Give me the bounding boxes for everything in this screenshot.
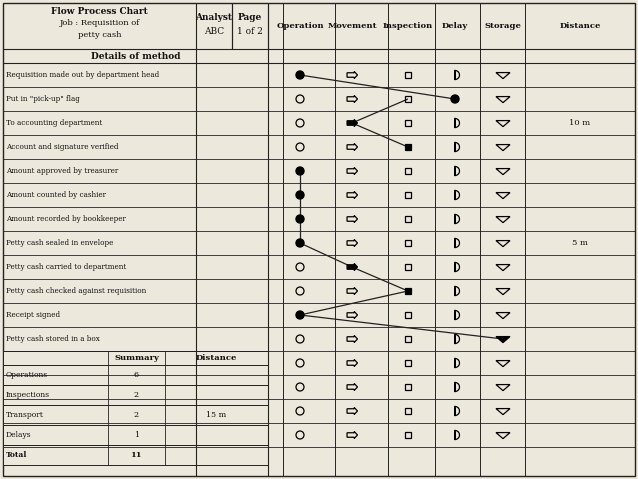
Circle shape — [296, 239, 304, 247]
Text: Distance: Distance — [196, 354, 237, 362]
Text: Amount recorded by bookkeeper: Amount recorded by bookkeeper — [6, 215, 126, 223]
Polygon shape — [3, 351, 268, 365]
Polygon shape — [3, 425, 268, 445]
Text: Petty cash sealed in envelope: Petty cash sealed in envelope — [6, 239, 114, 247]
Text: 5 m: 5 m — [572, 239, 588, 247]
Circle shape — [296, 191, 304, 199]
Text: Movement: Movement — [327, 22, 377, 30]
Text: 10 m: 10 m — [570, 119, 591, 127]
Text: Put in "pick-up" flag: Put in "pick-up" flag — [6, 95, 80, 103]
Text: 2: 2 — [134, 411, 139, 419]
Text: Delays: Delays — [6, 431, 32, 439]
Polygon shape — [3, 3, 635, 476]
Text: Delay: Delay — [442, 22, 468, 30]
Text: Account and signature verified: Account and signature verified — [6, 143, 119, 151]
Text: 1 of 2: 1 of 2 — [237, 26, 263, 35]
Text: Summary: Summary — [114, 354, 159, 362]
Circle shape — [296, 311, 304, 319]
Text: 15 m: 15 m — [206, 411, 226, 419]
Text: Receipt signed: Receipt signed — [6, 311, 60, 319]
Text: ABC: ABC — [204, 26, 224, 35]
Text: Inspections: Inspections — [6, 391, 50, 399]
Text: Operations: Operations — [6, 371, 48, 379]
Polygon shape — [3, 445, 268, 465]
Text: Amount counted by cashier: Amount counted by cashier — [6, 191, 106, 199]
Circle shape — [296, 215, 304, 223]
Text: Distance: Distance — [560, 22, 601, 30]
Text: To accounting department: To accounting department — [6, 119, 102, 127]
Polygon shape — [3, 405, 268, 425]
Text: Inspection: Inspection — [383, 22, 433, 30]
Polygon shape — [3, 385, 268, 405]
Text: Job : Requisition of: Job : Requisition of — [59, 19, 140, 27]
Circle shape — [451, 95, 459, 103]
Text: 1: 1 — [134, 431, 139, 439]
Text: Operation: Operation — [276, 22, 324, 30]
Text: Page: Page — [238, 12, 262, 22]
Text: Amount approved by treasurer: Amount approved by treasurer — [6, 167, 118, 175]
Circle shape — [296, 167, 304, 175]
Text: Flow Process Chart: Flow Process Chart — [51, 7, 148, 15]
Circle shape — [296, 71, 304, 79]
Polygon shape — [3, 365, 268, 385]
Text: Requisition made out by department head: Requisition made out by department head — [6, 71, 159, 79]
Text: petty cash: petty cash — [78, 31, 121, 39]
Polygon shape — [405, 144, 411, 150]
Text: 11: 11 — [131, 451, 142, 459]
Text: Total: Total — [6, 451, 27, 459]
Text: Transport: Transport — [6, 411, 44, 419]
Text: 2: 2 — [134, 391, 139, 399]
Text: Storage: Storage — [485, 22, 521, 30]
Text: Analyst: Analyst — [195, 12, 232, 22]
Text: Petty cash stored in a box: Petty cash stored in a box — [6, 335, 100, 343]
Text: Petty cash checked against requisition: Petty cash checked against requisition — [6, 287, 146, 295]
Polygon shape — [347, 119, 357, 126]
Polygon shape — [496, 337, 510, 342]
Text: Petty cash carried to department: Petty cash carried to department — [6, 263, 126, 271]
Polygon shape — [347, 263, 357, 271]
Text: 6: 6 — [134, 371, 139, 379]
Polygon shape — [405, 288, 411, 294]
Text: Details of method: Details of method — [91, 52, 181, 60]
